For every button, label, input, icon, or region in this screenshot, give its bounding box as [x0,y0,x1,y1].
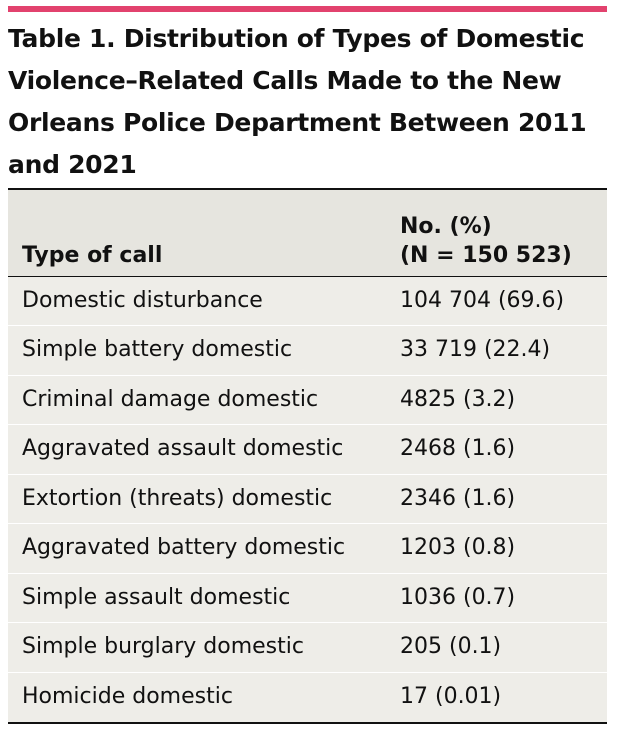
row-value: 4825 (3.2) [386,374,607,425]
column-header-count: No. (%) (N = 150 523) [386,190,607,277]
column-header-count-line1: No. (%) [400,213,492,239]
table-row: Criminal damage domestic 4825 (3.2) [8,374,607,425]
accent-bar [8,6,607,12]
table-row: Homicide domestic 17 (0.01) [8,671,607,722]
row-value: 2468 (1.6) [386,424,607,474]
table-header: Type of call No. (%) (N = 150 523) [8,190,607,277]
row-type: Domestic disturbance [22,287,263,313]
row-type: Homicide domestic [8,671,386,722]
row-type: Aggravated assault domestic [8,424,386,474]
data-table-container: Type of call No. (%) (N = 150 523) Domes… [8,188,607,724]
row-type: Aggravated battery domestic [8,523,386,573]
row-value: 1036 (0.7) [386,572,607,623]
row-type: Extortion (threats) domestic [8,473,386,524]
table-row: Domestic disturbance 104 704 (69.6) [8,276,607,326]
row-type: Simple battery domestic [8,325,386,375]
column-header-count-line2: (N = 150 523) [400,242,572,268]
row-value: 17 (0.01) [386,671,607,722]
row-value: 2346 (1.6) [386,473,607,524]
header-row: Type of call No. (%) (N = 150 523) [8,190,607,277]
row-value: 1203 (0.8) [386,523,607,573]
row-value: 33 719 (22.4) [386,325,607,375]
row-type: Simple burglary domestic [8,622,386,672]
table-row: Simple battery domestic 33 719 (22.4) [8,325,607,375]
table-row: Extortion (threats) domestic 2346 (1.6) [8,473,607,524]
table-row: Simple assault domestic 1036 (0.7) [8,572,607,623]
table-row: Simple burglary domestic 205 (0.1) [8,622,607,672]
data-table: Type of call No. (%) (N = 150 523) Domes… [8,190,607,722]
row-value: 104 704 (69.6) [400,287,565,313]
table-title: Table 1. Distribution of Types of Domest… [8,24,587,179]
table-body: Domestic disturbance 104 704 (69.6) Simp… [8,276,607,722]
row-type: Simple assault domestic [8,572,386,623]
table-row: Aggravated assault domestic 2468 (1.6) [8,424,607,474]
table-row: Aggravated battery domestic 1203 (0.8) [8,523,607,573]
column-header-type: Type of call [8,190,386,277]
row-value: 205 (0.1) [386,622,607,672]
row-type: Criminal damage domestic [8,374,386,425]
